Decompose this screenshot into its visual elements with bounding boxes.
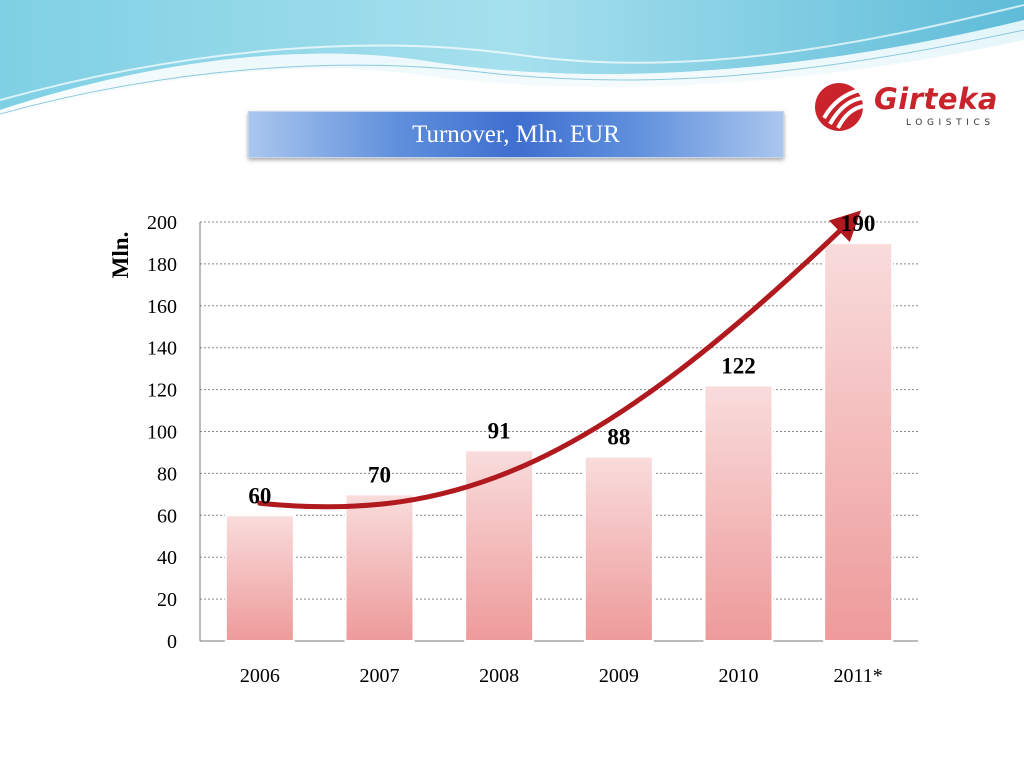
x-tick-label: 2008 xyxy=(479,665,519,687)
axes xyxy=(200,222,918,641)
bars xyxy=(226,243,892,641)
x-tick-labels: 2006 2007 2008 2009 2010 2011* xyxy=(240,665,883,687)
value-labels: 60 70 91 88 122 190 xyxy=(248,211,875,508)
data-label: 70 xyxy=(368,462,391,487)
x-tick-label: 2007 xyxy=(360,665,400,687)
bar xyxy=(585,457,653,641)
y-tick-label: 120 xyxy=(147,380,177,402)
bar xyxy=(465,450,533,641)
data-label: 190 xyxy=(841,211,876,236)
y-tick-label: 160 xyxy=(147,296,177,318)
y-tick-label: 200 xyxy=(147,212,177,234)
y-tick-label: 20 xyxy=(157,589,177,611)
y-tick-label: 40 xyxy=(157,547,177,569)
y-tick-label: 180 xyxy=(147,254,177,276)
x-tick-label: 2011* xyxy=(834,665,883,687)
data-label: 91 xyxy=(488,418,511,443)
y-tick-labels: 0 20 40 60 80 100 120 140 160 180 200 xyxy=(147,212,177,653)
y-tick-label: 140 xyxy=(147,338,177,360)
x-tick-label: 2010 xyxy=(719,665,759,687)
bar xyxy=(226,515,294,641)
bar xyxy=(824,243,892,641)
y-tick-label: 80 xyxy=(157,463,177,485)
data-label: 88 xyxy=(607,425,630,450)
data-label: 60 xyxy=(248,483,271,508)
bar xyxy=(346,494,414,641)
turnover-bar-chart: 0 20 40 60 80 100 120 140 160 180 200 2006 2007 2008… xyxy=(0,0,1024,768)
x-tick-label: 2009 xyxy=(599,665,639,687)
gridlines xyxy=(200,222,918,599)
y-axis-label: Mln. xyxy=(108,232,133,279)
y-tick-label: 100 xyxy=(147,422,177,444)
y-tick-label: 60 xyxy=(157,505,177,527)
y-tick-label: 0 xyxy=(167,631,177,653)
data-label: 122 xyxy=(721,353,756,378)
x-tick-label: 2006 xyxy=(240,665,280,687)
bar xyxy=(705,385,773,641)
